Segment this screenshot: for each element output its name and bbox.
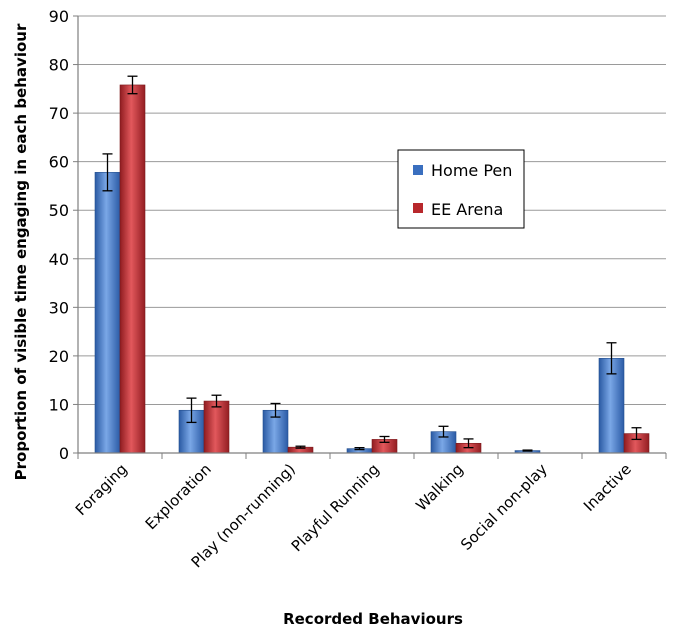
bars bbox=[94, 84, 650, 454]
y-tick-label: 30 bbox=[49, 298, 69, 317]
x-tick-label: Playful Running bbox=[288, 460, 383, 555]
y-axis-title: Proportion of visible time engaging in e… bbox=[12, 23, 30, 480]
y-tick-label: 80 bbox=[49, 56, 69, 75]
legend-box bbox=[397, 149, 525, 229]
y-tick-label: 40 bbox=[49, 250, 69, 269]
bar-ee-arena bbox=[203, 400, 230, 454]
legend-swatch-ee-arena bbox=[413, 203, 423, 213]
y-tick-label: 90 bbox=[49, 7, 69, 26]
x-tick-label: Social non-play bbox=[457, 460, 551, 554]
legend: Home Pen EE Arena bbox=[397, 149, 525, 229]
y-tick-label: 10 bbox=[49, 395, 69, 414]
axes bbox=[73, 15, 667, 459]
bar-ee-arena bbox=[119, 84, 146, 454]
x-tick-label: Foraging bbox=[72, 460, 131, 519]
x-tick-label: Inactive bbox=[580, 460, 635, 515]
y-tick-label: 20 bbox=[49, 347, 69, 366]
legend-label-home-pen: Home Pen bbox=[431, 161, 512, 180]
gridlines bbox=[78, 15, 666, 405]
x-axis-title: Recorded Behaviours bbox=[283, 610, 463, 628]
bar-home-pen bbox=[94, 172, 121, 454]
legend-label-ee-arena: EE Arena bbox=[431, 200, 503, 219]
legend-swatch-home-pen bbox=[413, 165, 423, 175]
y-tick-label: 0 bbox=[59, 444, 69, 463]
y-tick-label: 60 bbox=[49, 153, 69, 172]
x-tick-label: Walking bbox=[412, 460, 467, 515]
x-tick-label: Exploration bbox=[142, 460, 215, 533]
error-bars bbox=[102, 75, 642, 452]
y-tick-label: 70 bbox=[49, 104, 69, 123]
y-tick-label: 50 bbox=[49, 201, 69, 220]
